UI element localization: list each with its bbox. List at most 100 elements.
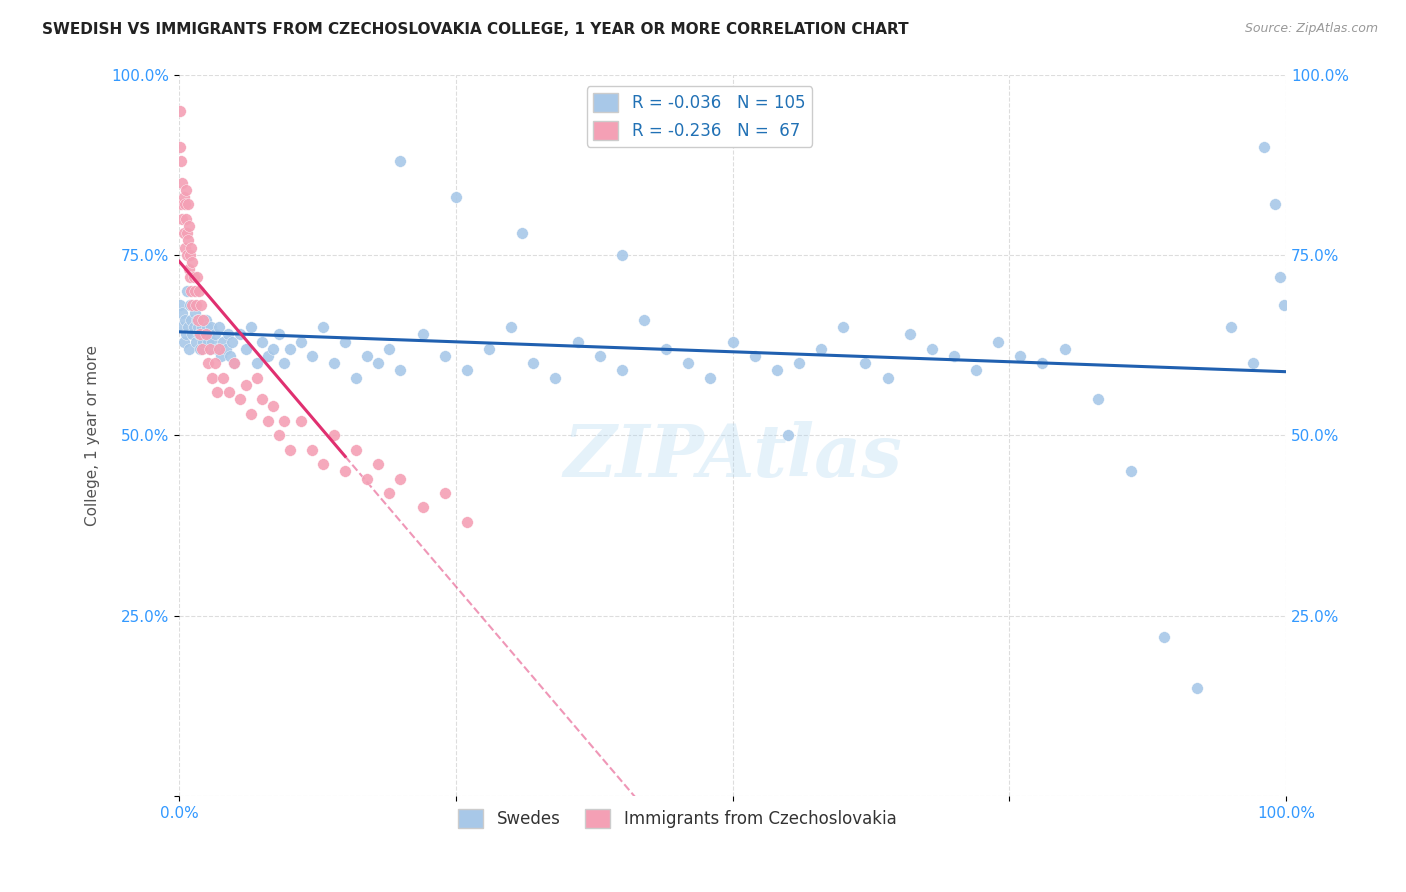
Point: [235, 377, 257, 392]
Point: [183, 320, 205, 334]
Point: [217, 327, 239, 342]
Point: [177, 197, 200, 211]
Point: [194, 327, 217, 342]
Point: [177, 320, 200, 334]
Point: [367, 457, 389, 471]
Point: [187, 313, 209, 327]
Point: [344, 442, 367, 457]
Point: [174, 211, 197, 226]
Point: [179, 248, 201, 262]
Point: [194, 327, 217, 342]
Point: [180, 313, 202, 327]
Point: [186, 313, 208, 327]
Point: [218, 384, 240, 399]
Point: [205, 384, 228, 399]
Point: [776, 428, 799, 442]
Point: [229, 327, 252, 342]
Point: [224, 356, 246, 370]
Point: [188, 342, 211, 356]
Point: [721, 334, 744, 349]
Point: [191, 342, 214, 356]
Point: [172, 211, 194, 226]
Point: [267, 428, 290, 442]
Point: [1241, 356, 1264, 370]
Point: [183, 305, 205, 319]
Text: ZIPAtlas: ZIPAtlas: [564, 421, 901, 492]
Point: [1253, 139, 1275, 153]
Point: [179, 298, 201, 312]
Point: [444, 190, 467, 204]
Point: [204, 327, 226, 342]
Point: [921, 342, 943, 356]
Point: [278, 442, 301, 457]
Point: [655, 342, 678, 356]
Point: [181, 298, 204, 312]
Point: [832, 320, 855, 334]
Point: [212, 370, 235, 384]
Point: [853, 356, 876, 370]
Point: [278, 342, 301, 356]
Point: [172, 305, 194, 319]
Point: [170, 197, 193, 211]
Point: [198, 342, 221, 356]
Point: [610, 363, 633, 377]
Point: [267, 327, 290, 342]
Point: [212, 334, 235, 349]
Point: [191, 320, 214, 334]
Point: [240, 320, 263, 334]
Text: SWEDISH VS IMMIGRANTS FROM CZECHOSLOVAKIA COLLEGE, 1 YEAR OR MORE CORRELATION CH: SWEDISH VS IMMIGRANTS FROM CZECHOSLOVAKI…: [42, 22, 908, 37]
Text: Source: ZipAtlas.com: Source: ZipAtlas.com: [1244, 22, 1378, 36]
Point: [312, 320, 335, 334]
Point: [301, 442, 323, 457]
Point: [180, 241, 202, 255]
Point: [197, 334, 219, 349]
Point: [229, 392, 252, 407]
Point: [169, 139, 191, 153]
Point: [205, 342, 228, 356]
Point: [209, 349, 232, 363]
Point: [200, 320, 222, 334]
Point: [183, 284, 205, 298]
Point: [323, 356, 346, 370]
Point: [246, 356, 269, 370]
Point: [190, 298, 212, 312]
Point: [699, 370, 721, 384]
Point: [1087, 392, 1109, 407]
Point: [219, 349, 242, 363]
Point: [170, 320, 193, 334]
Point: [169, 298, 191, 312]
Point: [181, 255, 204, 269]
Point: [208, 342, 231, 356]
Point: [221, 334, 243, 349]
Point: [198, 327, 221, 342]
Point: [172, 176, 194, 190]
Point: [301, 349, 323, 363]
Point: [201, 370, 224, 384]
Point: [173, 227, 195, 241]
Point: [1119, 464, 1142, 478]
Point: [1053, 342, 1076, 356]
Point: [273, 356, 295, 370]
Point: [412, 500, 434, 515]
Point: [356, 349, 378, 363]
Point: [190, 313, 212, 327]
Point: [412, 327, 434, 342]
Point: [333, 334, 356, 349]
Point: [522, 356, 544, 370]
Point: [378, 342, 401, 356]
Y-axis label: College, 1 year or more: College, 1 year or more: [86, 345, 100, 525]
Point: [188, 327, 211, 342]
Point: [179, 269, 201, 284]
Point: [1272, 298, 1295, 312]
Point: [356, 472, 378, 486]
Point: [176, 227, 198, 241]
Point: [256, 414, 278, 428]
Point: [510, 227, 533, 241]
Point: [810, 342, 832, 356]
Point: [273, 414, 295, 428]
Point: [184, 334, 207, 349]
Point: [312, 457, 335, 471]
Point: [501, 320, 523, 334]
Point: [184, 298, 207, 312]
Point: [208, 320, 231, 334]
